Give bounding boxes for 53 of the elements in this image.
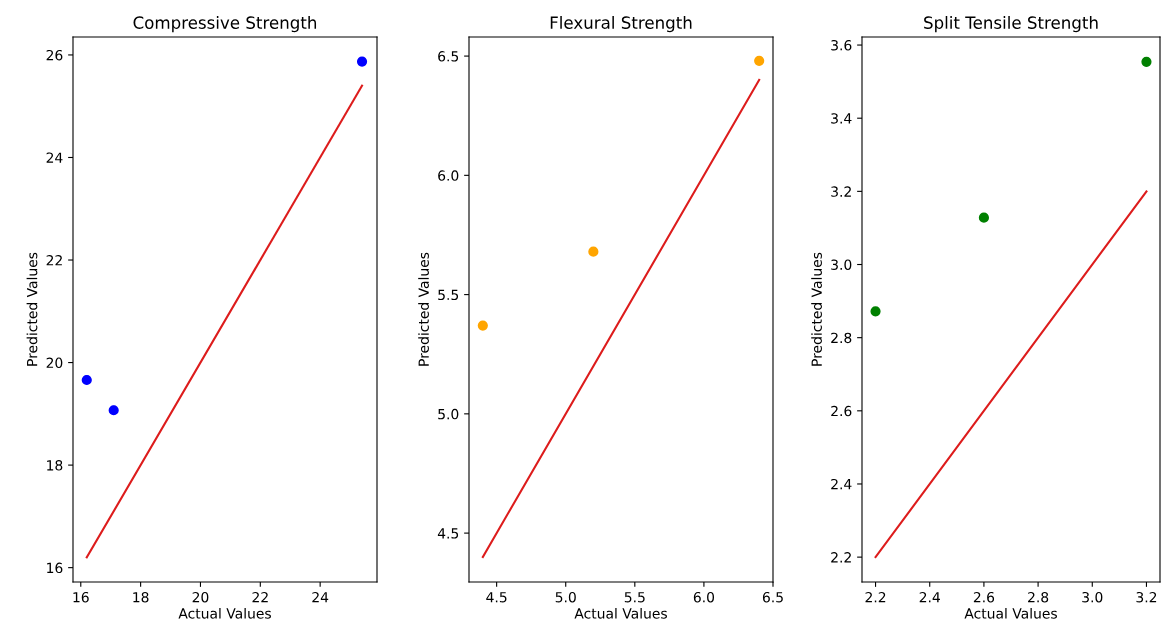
y-tick-label: 6.0 (438, 170, 459, 181)
x-tick-label: 6.0 (693, 591, 715, 603)
x-tick-label: 3.2 (1136, 591, 1157, 603)
y-axis-title: Predicted Values (811, 252, 822, 366)
y-tick-label: 3.6 (831, 40, 852, 51)
y-tick-label: 2.4 (831, 478, 852, 490)
x-tick-label: 22 (252, 591, 268, 603)
x-axis-title: Actual Values (574, 607, 667, 619)
point (978, 212, 989, 223)
point (870, 306, 881, 317)
y-tick-label: 5.0 (438, 408, 459, 420)
y-tick-label: 3.2 (831, 186, 851, 197)
x-tick-label: 3.0 (1082, 591, 1103, 603)
point (588, 246, 599, 257)
y-tick-label: 16 (47, 562, 63, 574)
point (356, 56, 368, 67)
y-axis-title: Predicted Values (418, 252, 429, 366)
y-tick-label: 3.4 (831, 113, 852, 124)
y-axis-title: Predicted Values (26, 252, 38, 366)
point (477, 320, 488, 331)
y-tick-label: 24 (46, 152, 63, 163)
y-tick-label: 2.6 (831, 405, 852, 417)
y-tick-label: 22 (46, 254, 62, 266)
chart-title: Flexural Strength (550, 16, 692, 33)
x-tick-label: 4.5 (486, 592, 507, 603)
x-tick-label: 2.4 (919, 591, 940, 603)
point (108, 405, 119, 416)
point (81, 374, 92, 386)
x-tick-label: 24 (312, 591, 329, 603)
x-tick-label: 5.0 (555, 591, 576, 603)
x-axis-title: Actual Values (178, 607, 271, 619)
y-tick-label: 5.5 (438, 289, 459, 301)
y-tick-label: 20 (46, 357, 63, 369)
x-tick-label: 2.6 (973, 591, 995, 603)
x-tick-label: 2.8 (1028, 591, 1049, 603)
x-tick-label: 20 (192, 591, 209, 603)
x-axis-title: Actual Values (964, 607, 1057, 619)
y-tick-label: 6.5 (438, 51, 459, 62)
y-tick-label: 18 (47, 460, 63, 471)
y-tick-label: 4.5 (437, 528, 459, 539)
x-tick-label: 16 (73, 591, 89, 603)
chart-title: Split Tensile Strength (924, 16, 1098, 33)
y-tick-label: 2.8 (831, 332, 852, 344)
x-tick-label: 6.5 (762, 591, 783, 603)
y-tick-label: 26 (46, 49, 63, 61)
x-tick-label: 5.5 (624, 592, 645, 603)
x-tick-label: 2.2 (865, 591, 886, 603)
point (754, 55, 765, 66)
y-tick-label: 3.0 (831, 259, 852, 270)
point (1141, 56, 1152, 67)
x-tick-label: 18 (133, 591, 149, 603)
chart-title: Compressive Strength (133, 16, 317, 33)
y-tick-label: 2.2 (831, 552, 851, 563)
